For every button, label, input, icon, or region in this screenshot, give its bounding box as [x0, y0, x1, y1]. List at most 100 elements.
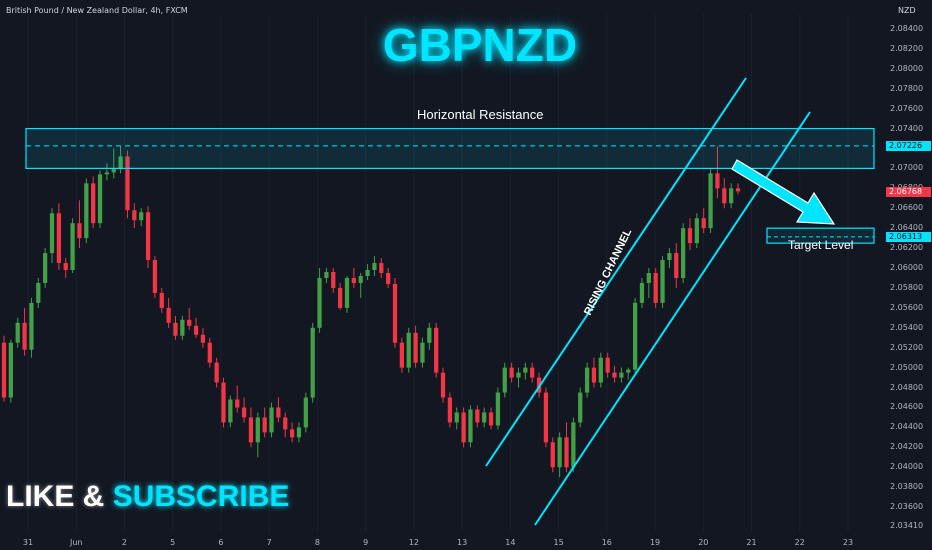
candle-body — [8, 342, 13, 398]
candle-body — [91, 183, 96, 224]
candle-body — [324, 272, 329, 278]
symbol-header: British Pound / New Zealand Dollar, 4h, … — [6, 6, 188, 15]
candle — [152, 256, 158, 298]
candle-body — [392, 283, 398, 343]
candle — [482, 407, 487, 428]
candle — [132, 203, 137, 229]
x-tick-label: 22 — [794, 538, 805, 547]
candle — [447, 392, 453, 428]
candle-body — [694, 218, 699, 244]
x-tick-label: 12 — [408, 538, 419, 547]
y-tick-label: 2.07000 — [890, 163, 924, 173]
x-tick-label: 21 — [746, 538, 757, 547]
price-badge: 2.06313 — [886, 231, 931, 242]
candle-body — [632, 302, 638, 370]
candle-body — [482, 412, 487, 423]
candle-body — [289, 429, 295, 438]
candle — [571, 417, 576, 473]
candle — [29, 297, 34, 358]
candle — [406, 327, 411, 373]
y-tick-label: 2.06400 — [890, 223, 924, 233]
candle-body — [36, 282, 41, 303]
candle — [22, 307, 27, 356]
candle-body — [241, 407, 247, 418]
resistance-zone — [25, 127, 875, 170]
candle-body — [619, 372, 624, 378]
candle — [413, 325, 418, 368]
candle-body — [729, 188, 734, 204]
candle-body — [461, 412, 466, 443]
candle — [235, 385, 240, 413]
candle-body — [626, 369, 631, 373]
candle-body — [43, 253, 48, 283]
price-badge: 2.06768 — [886, 186, 931, 197]
candle-body — [447, 397, 453, 423]
candle-body — [495, 392, 501, 426]
candle-body — [365, 270, 370, 276]
candle — [694, 213, 699, 249]
candle-body — [708, 173, 713, 229]
y-tick-label: 2.07600 — [890, 103, 924, 113]
candle-body — [653, 273, 658, 303]
candle — [262, 407, 267, 438]
x-tick-label: 14 — [505, 538, 516, 547]
candle — [139, 208, 144, 227]
candle-body — [166, 307, 171, 323]
y-tick-label: 2.04400 — [890, 422, 924, 432]
candle-body — [523, 367, 528, 373]
candle-body — [132, 210, 137, 221]
candle-body — [379, 263, 384, 273]
candle-body — [420, 342, 425, 363]
candle-body — [84, 183, 89, 239]
candle — [214, 357, 219, 388]
y-tick-label: 2.04200 — [890, 442, 924, 452]
candle — [159, 287, 164, 313]
candle-body — [22, 322, 27, 350]
y-tick-label: 2.04600 — [890, 402, 924, 412]
target-zone — [766, 227, 875, 244]
candle-body — [674, 253, 679, 278]
candle — [646, 268, 651, 298]
y-tick-label: 2.04800 — [890, 382, 924, 392]
candle — [379, 258, 384, 278]
candle — [125, 150, 130, 219]
candle — [248, 407, 254, 448]
x-tick-label: 7 — [266, 538, 272, 547]
candle — [598, 352, 603, 388]
candle-body — [152, 260, 158, 293]
candle — [283, 412, 288, 438]
candle — [372, 256, 377, 276]
candle-body — [667, 253, 672, 261]
candle-body — [1, 342, 7, 398]
candle-body — [111, 168, 116, 173]
candle — [475, 405, 480, 428]
candle — [488, 407, 494, 430]
candle — [584, 362, 590, 398]
x-tick-label: 16 — [601, 538, 612, 547]
candle-body — [49, 213, 55, 254]
candle — [289, 422, 295, 443]
candle-body — [660, 260, 665, 303]
candle — [509, 362, 514, 383]
candle-body — [97, 174, 103, 224]
candle — [228, 395, 233, 428]
candle-body — [372, 263, 377, 271]
candle — [591, 357, 597, 388]
candle — [365, 264, 370, 280]
candle-body — [687, 228, 693, 244]
candle — [15, 317, 20, 348]
candle — [729, 183, 734, 209]
candle-body — [646, 273, 651, 283]
candle — [84, 178, 89, 244]
candle — [310, 322, 315, 403]
candle-body — [351, 277, 356, 283]
candle — [715, 146, 720, 199]
candle — [241, 397, 247, 423]
candle-body — [386, 273, 391, 284]
candle-body — [550, 442, 555, 468]
candle-body — [406, 332, 411, 368]
x-tick-label: 9 — [363, 538, 369, 547]
candle-body — [235, 399, 240, 408]
candle — [687, 218, 693, 251]
y-tick-label: 2.05800 — [890, 282, 924, 292]
